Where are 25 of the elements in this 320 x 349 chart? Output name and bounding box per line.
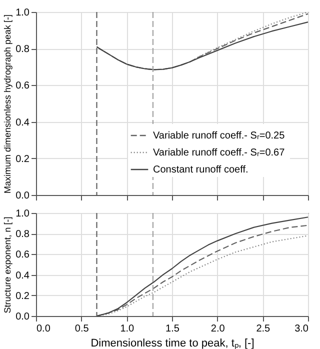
legend-label: Variable runoff coeff.- Sᵣ=0.67 [153, 148, 286, 158]
legend-label: Variable runoff coeff.- Sᵣ=0.25 [153, 130, 286, 142]
y-tick-label: 0.0 [16, 312, 30, 322]
legend-label: Constant runoff coeff. [153, 164, 248, 176]
x-tick-label: 2.5 [256, 324, 271, 334]
y-tick-label: 0.2 [16, 290, 30, 302]
y-tick-label: 0.6 [16, 250, 30, 261]
y-tick-label: 0.2 [16, 154, 30, 165]
y-axis-title: Maximum dimensionless hydrograph peak [-] [2, 14, 13, 194]
x-tick-label: 0.5 [74, 324, 90, 334]
y-axis-title: Structure exponent, n [-] [2, 216, 13, 314]
x-tick-label: 3.0 [294, 324, 309, 334]
y-tick-label: 0.8 [16, 229, 30, 240]
y-tick-label: 1.0 [16, 8, 30, 18]
x-tick-label: 2.0 [210, 324, 226, 334]
y-tick-label: 0.4 [16, 117, 30, 128]
x-axis-title: Dimensionless time to peak, tₚ, [-] [90, 338, 254, 349]
x-tick-label: 0.0 [36, 324, 51, 334]
y-tick-label: 0.8 [16, 44, 30, 56]
y-tick-label: 1.0 [16, 208, 30, 220]
x-tick-label: 1.0 [120, 324, 135, 334]
x-tick-label: 1.5 [166, 324, 180, 334]
y-tick-label: 0.6 [16, 80, 30, 92]
y-tick-label: 0.4 [16, 270, 30, 282]
y-tick-label: 0.0 [16, 190, 30, 202]
